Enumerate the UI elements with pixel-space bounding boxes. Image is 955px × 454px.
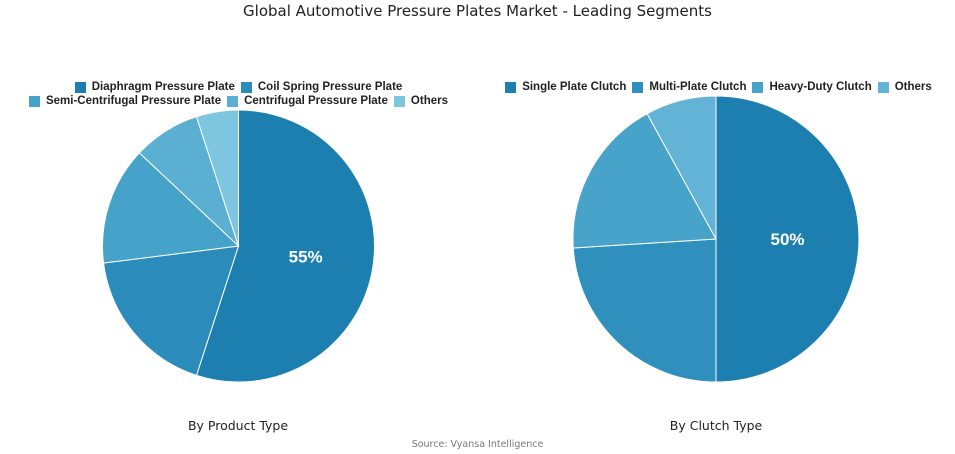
legend-label: Diaphragm Pressure Plate: [91, 81, 235, 93]
legend-swatch: [28, 95, 40, 107]
legend-swatch: [632, 81, 644, 93]
pie-0: 55%: [102, 109, 375, 383]
legend-clutch-type: Single Plate Clutch Multi-Plate Clutch Hea…: [500, 80, 937, 94]
legend-label: Heavy-Duty Clutch: [769, 81, 872, 93]
legend-item: Multi-Plate Clutch: [632, 80, 746, 94]
legend-swatch: [227, 95, 239, 107]
legend-label: Single Plate Clutch: [522, 81, 627, 93]
caption-clutch-type: By Clutch Type: [669, 418, 763, 433]
legend-label: Others: [894, 81, 932, 93]
pie-slice: [195, 109, 375, 383]
legend-label: Centrifugal Pressure Plate: [244, 95, 388, 107]
legend-item: Others: [877, 80, 932, 94]
pie-slice: [572, 238, 717, 383]
pie-slice: [103, 245, 240, 376]
legend-swatch: [240, 81, 252, 93]
legend-product-type: Diaphragm Pressure Plate Coil Spring Pres…: [20, 80, 457, 108]
legend-item: Diaphragm Pressure Plate: [74, 80, 235, 94]
pie-slice: [195, 109, 239, 247]
source-note: Source: Vyansa Intelligence: [411, 439, 544, 450]
legend-swatch: [505, 81, 517, 93]
legend-item: Centrifugal Pressure Plate: [227, 94, 388, 108]
legend-item: Semi-Centrifugal Pressure Plate: [28, 94, 222, 108]
caption-product-type: By Product Type: [187, 418, 289, 433]
legend-swatch: [752, 81, 764, 93]
pie-1: 50%: [572, 95, 860, 383]
slice-data-label: 55%: [289, 248, 323, 267]
legend-label: Multi-Plate Clutch: [649, 81, 747, 93]
legend-item: Single Plate Clutch: [505, 80, 626, 94]
pie-slice: [715, 95, 860, 383]
pie-slice: [102, 152, 240, 264]
legend-label: Coil Spring Pressure Plate: [257, 81, 403, 93]
legend-label: Others: [410, 95, 448, 107]
pie-slice: [572, 113, 717, 249]
legend-item: Heavy-Duty Clutch: [752, 80, 872, 94]
slice-data-label: 50%: [770, 230, 804, 249]
pie-slice: [646, 95, 717, 240]
legend-swatch: [74, 81, 86, 93]
legend-label: Semi-Centrifugal Pressure Plate: [45, 95, 222, 107]
legend-swatch: [393, 95, 405, 107]
chart-title: Global Automotive Pressure Plates Market…: [243, 2, 712, 20]
legend-item: Coil Spring Pressure Plate: [240, 80, 403, 94]
legend-item: Others: [393, 94, 448, 108]
legend-swatch: [877, 81, 889, 93]
